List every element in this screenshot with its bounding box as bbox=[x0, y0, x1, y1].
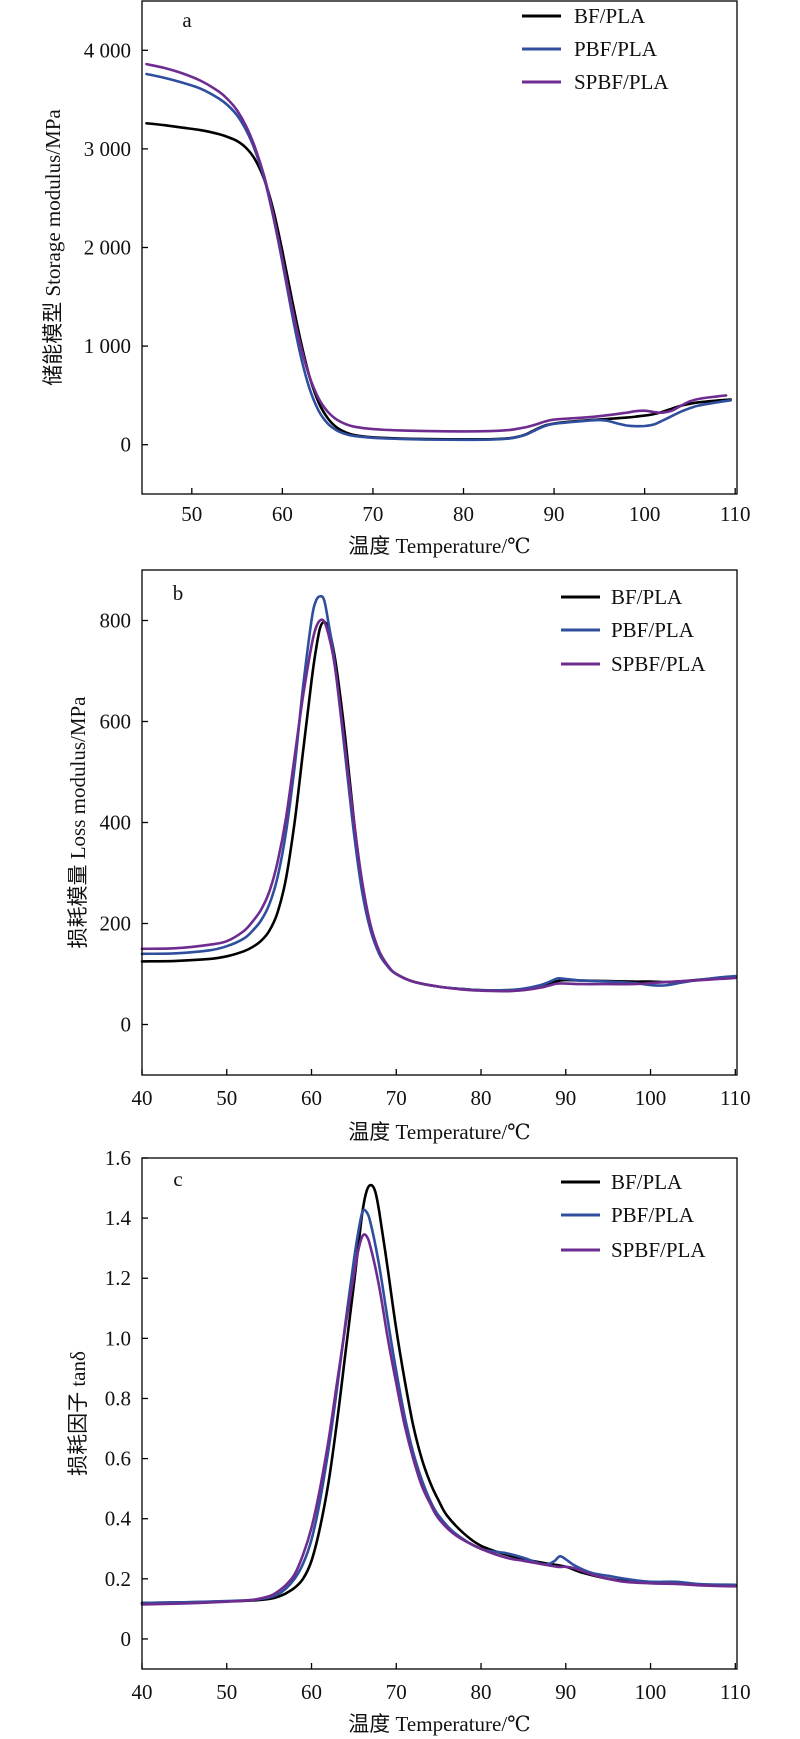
legend: BF/PLA PBF/PLA SPBF/PLA bbox=[522, 4, 669, 94]
x-tick-label: 60 bbox=[272, 502, 293, 526]
legend-label-pbf-pla: PBF/PLA bbox=[611, 618, 695, 642]
chart-panel-a: 50 60 70 80 90 100 110 0 1 000 2 000 3 000 4 000 温度 … bbox=[41, 0, 751, 558]
x-tick-label: 90 bbox=[555, 1086, 576, 1110]
panel-letter: c bbox=[173, 1167, 182, 1191]
x-tick-label: 50 bbox=[181, 502, 202, 526]
y-tick-label: 0.6 bbox=[105, 1447, 131, 1471]
legend-label-bf-pla: BF/PLA bbox=[611, 1170, 683, 1194]
plot-frame bbox=[141, 569, 738, 1076]
x-axis-label: 温度 Temperature/℃ bbox=[348, 534, 530, 558]
x-tick-label: 80 bbox=[471, 1680, 492, 1704]
y-axis-label: 储能模型 Storage modulus/MPa bbox=[41, 109, 65, 386]
series-line-spbf-pla bbox=[140, 618, 737, 993]
x-tick-label: 70 bbox=[362, 502, 383, 526]
y-tick-label: 200 bbox=[100, 912, 132, 936]
x-tick-label: 60 bbox=[301, 1086, 322, 1110]
x-tick-label: 50 bbox=[216, 1680, 237, 1704]
legend-label-pbf-pla: PBF/PLA bbox=[574, 37, 658, 61]
legend: BF/PLA PBF/PLA SPBF/PLA bbox=[561, 585, 706, 676]
y-tick-label: 1 000 bbox=[84, 334, 131, 358]
chart-panel-b: 40 50 60 70 80 90 100 110 0 200 400 600 800 温度 Temper… bbox=[66, 569, 751, 1144]
x-tick-label: 40 bbox=[132, 1680, 153, 1704]
y-axis-label: 损耗模量 Loss modulus/MPa bbox=[66, 696, 90, 949]
y-tick-label: 0.2 bbox=[105, 1567, 131, 1591]
legend-label-spbf-pla: SPBF/PLA bbox=[611, 652, 706, 676]
y-tick-label: 600 bbox=[100, 710, 132, 734]
y-tick-label: 400 bbox=[100, 811, 132, 835]
series-line-spbf-pla bbox=[140, 1233, 737, 1606]
series-line-spbf-pla bbox=[145, 62, 728, 433]
x-tick-label: 80 bbox=[453, 502, 474, 526]
panel-letter: a bbox=[182, 8, 192, 32]
y-tick-label: 1.0 bbox=[105, 1326, 131, 1350]
legend: BF/PLA PBF/PLA SPBF/PLA bbox=[561, 1170, 706, 1262]
x-tick-label: 70 bbox=[386, 1680, 407, 1704]
series-line-bf-pla bbox=[140, 620, 737, 992]
panel-letter: b bbox=[173, 581, 184, 605]
y-tick-label: 1.4 bbox=[105, 1206, 132, 1230]
y-tick-label: 0 bbox=[121, 1627, 132, 1651]
y-axis-label: 损耗因子 tanδ bbox=[66, 1351, 90, 1476]
x-tick-label: 110 bbox=[720, 502, 751, 526]
x-tick-label: 60 bbox=[301, 1680, 322, 1704]
legend-label-pbf-pla: PBF/PLA bbox=[611, 1203, 695, 1227]
series-line-bf-pla bbox=[145, 122, 732, 441]
legend-label-bf-pla: BF/PLA bbox=[574, 4, 646, 28]
y-tick-label: 800 bbox=[100, 609, 132, 633]
x-tick-label: 80 bbox=[471, 1086, 492, 1110]
y-tick-label: 2 000 bbox=[84, 236, 131, 260]
series-line-pbf-pla bbox=[140, 1208, 737, 1605]
x-tick-label: 100 bbox=[635, 1086, 667, 1110]
y-tick-label: 1.2 bbox=[105, 1266, 131, 1290]
x-axis-label: 温度 Temperature/℃ bbox=[348, 1120, 530, 1144]
plot-frame bbox=[141, 1157, 738, 1670]
x-axis-label: 温度 Temperature/℃ bbox=[348, 1712, 530, 1736]
legend-label-bf-pla: BF/PLA bbox=[611, 585, 683, 609]
x-tick-label: 40 bbox=[132, 1086, 153, 1110]
y-tick-label: 0 bbox=[121, 433, 132, 457]
x-tick-label: 90 bbox=[555, 1680, 576, 1704]
chart-panel-c: 40 50 60 70 80 90 100 110 0 0.2 0.4 0.6 0.8 1.0 1.2 1.4… bbox=[66, 1146, 751, 1736]
legend-label-spbf-pla: SPBF/PLA bbox=[611, 1238, 706, 1262]
x-tick-label: 110 bbox=[720, 1086, 751, 1110]
x-tick-label: 110 bbox=[720, 1680, 751, 1704]
y-tick-label: 1.6 bbox=[105, 1146, 131, 1170]
y-tick-label: 0 bbox=[121, 1013, 132, 1037]
legend-label-spbf-pla: SPBF/PLA bbox=[574, 70, 669, 94]
x-tick-label: 100 bbox=[635, 1680, 667, 1704]
series-line-pbf-pla bbox=[145, 72, 732, 442]
y-tick-label: 3 000 bbox=[84, 137, 131, 161]
x-tick-label: 90 bbox=[544, 502, 565, 526]
y-tick-label: 4 000 bbox=[84, 38, 131, 62]
x-tick-label: 70 bbox=[386, 1086, 407, 1110]
y-tick-label: 0.4 bbox=[105, 1507, 132, 1531]
x-tick-label: 100 bbox=[629, 502, 661, 526]
x-tick-label: 50 bbox=[216, 1086, 237, 1110]
y-tick-label: 0.8 bbox=[105, 1386, 131, 1410]
